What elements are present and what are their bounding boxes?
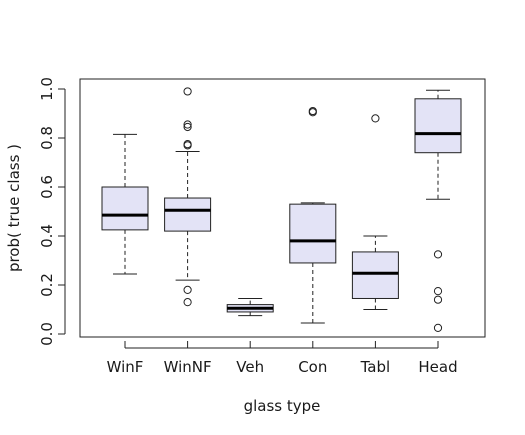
- outlier-point: [433, 250, 443, 259]
- box-iqr: [289, 203, 337, 264]
- outlier-point: [433, 287, 443, 296]
- y-axis: 0.0 0.2 0.4 0.6 0.8 1.0: [38, 77, 66, 346]
- outlier-point: [183, 122, 192, 132]
- outlier-point: [433, 295, 443, 304]
- outlier-point: [433, 323, 443, 332]
- y-tick-label: 0.2: [38, 273, 56, 297]
- box-winnf: [164, 87, 212, 307]
- y-tick-label: 0.6: [38, 175, 56, 199]
- outlier-point: [183, 298, 192, 307]
- y-tick-label: 1.0: [38, 77, 56, 101]
- x-tick-label: WinF: [107, 358, 144, 376]
- outlier-point: [183, 285, 192, 294]
- x-tick-label: Tabl: [360, 358, 391, 376]
- outlier-point: [183, 120, 192, 129]
- x-tick-label: Head: [418, 358, 457, 376]
- box-iqr: [414, 98, 462, 154]
- box-series: [101, 87, 462, 332]
- x-axis: WinF WinNF Veh Con Tabl Head: [107, 341, 458, 376]
- y-axis-label: prob( true class ): [5, 144, 23, 272]
- x-axis-label: glass type: [244, 397, 321, 415]
- y-tick-label: 0.0: [38, 322, 56, 346]
- box-tabl: [351, 114, 399, 310]
- y-tick-label: 0.4: [38, 224, 56, 248]
- plot-frame: [79, 78, 486, 338]
- box-iqr: [101, 186, 149, 231]
- outlier-point: [183, 141, 192, 150]
- box-iqr: [351, 251, 399, 299]
- box-con: [289, 106, 337, 324]
- y-tick-label: 0.8: [38, 126, 56, 150]
- outlier-point: [308, 108, 317, 117]
- box-iqr: [164, 197, 212, 232]
- x-tick-label: Con: [298, 358, 327, 376]
- outlier-point: [183, 87, 192, 96]
- box-winf: [101, 133, 149, 275]
- x-tick-label: WinNF: [164, 358, 212, 376]
- box-head: [414, 89, 462, 332]
- outlier-point: [371, 114, 380, 123]
- box-veh: [226, 297, 274, 317]
- x-tick-label: Veh: [236, 358, 264, 376]
